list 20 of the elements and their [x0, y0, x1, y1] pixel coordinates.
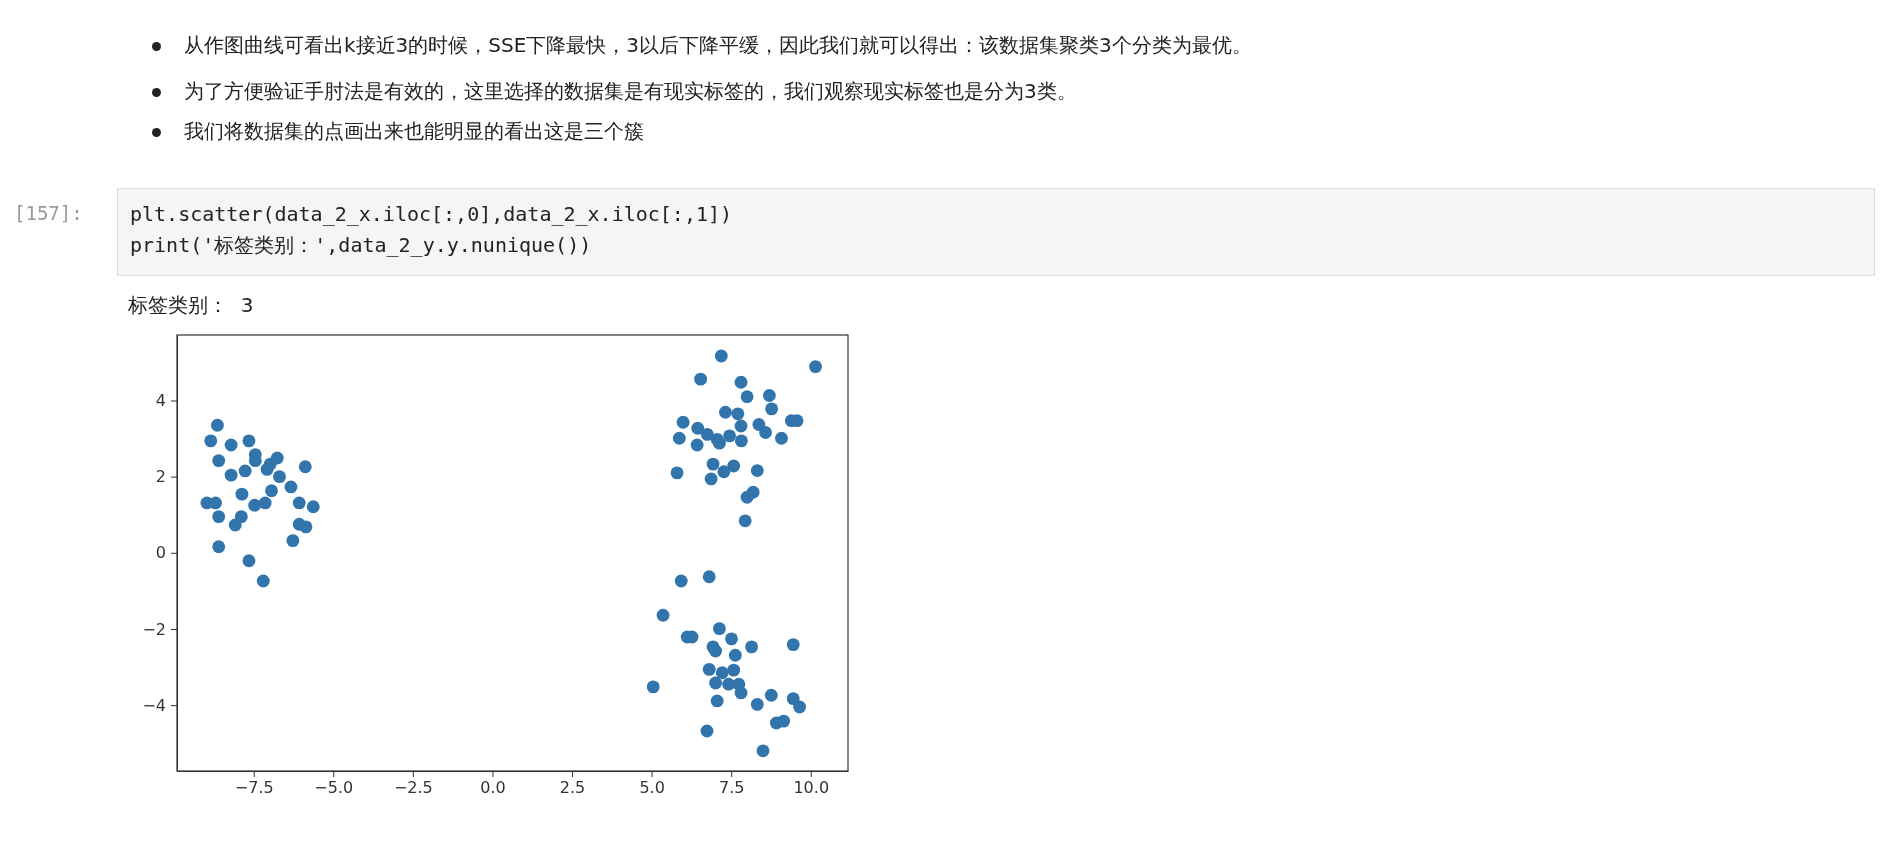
- y-tick-label: 2: [155, 467, 166, 487]
- y-tick-label: −2: [142, 619, 166, 639]
- text: [157]:: [14, 202, 83, 224]
- x-tick-label: −5.0: [314, 778, 354, 798]
- x-tick-label: −7.5: [234, 778, 274, 798]
- x-tick-label: 7.5: [718, 778, 745, 798]
- x-tick-label: 5.0: [639, 778, 665, 798]
- text: 为了方便验证手肘法是有效的，这里选择的数据集是有现实标签的，我们观察现实标签也是分为3类。: [184, 78, 1077, 105]
- x-tick-label: −2.5: [393, 778, 433, 798]
- y-tick-label: −4: [142, 695, 166, 715]
- x-tick-label: 0.0: [480, 778, 506, 798]
- y-tick-label: 0: [155, 543, 166, 563]
- text: 从作图曲线可看出k接近3的时候，SSE下降最快，3以后下降平缓，因此我们就可以得出：该数据集聚类3个分类为最优。: [184, 32, 1252, 59]
- text: plt.scatter(data_2_x.iloc[:,0],data_2_x.iloc[:,1]): [130, 202, 733, 226]
- x-tick-label: 2.5: [559, 778, 586, 798]
- text: 标签类别： 3: [128, 292, 254, 319]
- text: print('标签类别：',data_2_y.y.nunique()): [130, 232, 592, 259]
- y-tick-label: 4: [155, 391, 166, 411]
- text: 我们将数据集的点画出来也能明显的看出这是三个簇: [184, 118, 644, 145]
- x-tick-label: 10.0: [793, 778, 830, 798]
